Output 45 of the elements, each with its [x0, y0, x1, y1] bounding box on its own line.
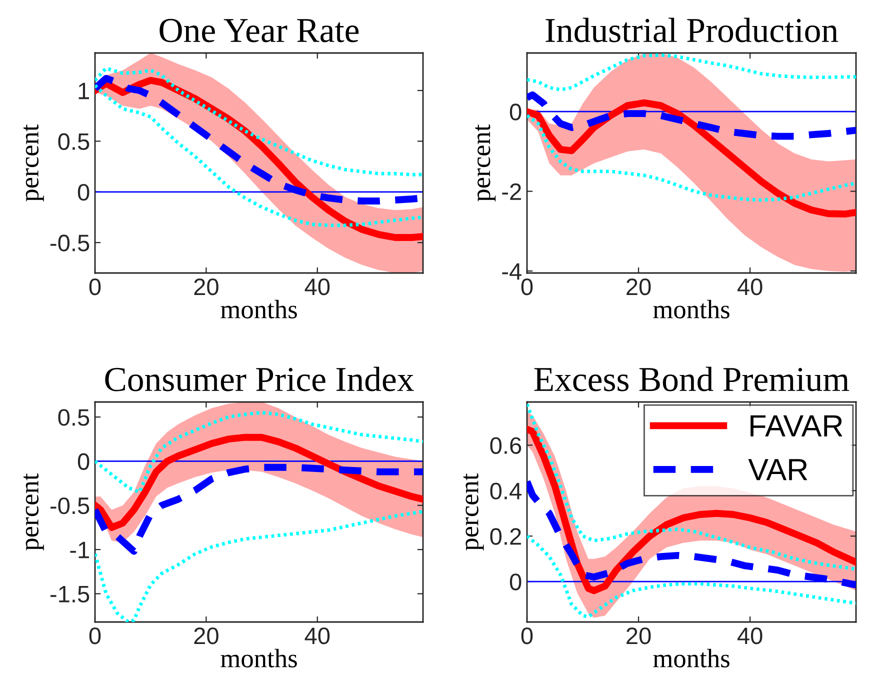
- y-tick-label: 0.4: [490, 482, 522, 500]
- x-tick-label: 0: [521, 278, 533, 296]
- y-tick-label: 0.5: [58, 409, 90, 426]
- x-tick-label: 20: [626, 278, 651, 296]
- chart-title: Industrial Production: [546, 18, 838, 42]
- y-tick-label: 0.2: [490, 528, 521, 545]
- x-tick-label: 20: [194, 278, 218, 296]
- chart-title: Excess Bond Premium: [534, 366, 850, 392]
- chart-title: Consumer Price Index: [105, 366, 414, 392]
- y-tick-label: -1: [70, 542, 89, 558]
- y-tick-label: 0.6: [490, 437, 522, 454]
- legend-label: VAR: [748, 459, 808, 480]
- x-axis-title: months: [653, 300, 730, 318]
- x-tick-label: 20: [626, 627, 651, 644]
- y-tick-label: 0: [78, 453, 90, 470]
- x-axis-title: months: [653, 648, 730, 668]
- x-tick-label: 0: [521, 627, 533, 644]
- line-series: [527, 534, 856, 619]
- y-tick-label: -2: [502, 183, 521, 200]
- y-tick-label: -1.5: [50, 586, 90, 603]
- line-series: [95, 410, 423, 494]
- y-tick-label: 0: [510, 574, 522, 590]
- y-tick-label: 1: [78, 82, 89, 100]
- x-tick-label: 20: [194, 627, 218, 644]
- x-axis-title: months: [220, 300, 297, 318]
- y-tick-label: -0.5: [50, 234, 90, 252]
- y-tick-label: -4: [502, 263, 522, 280]
- x-tick-label: 0: [89, 627, 101, 644]
- text: FAVAR: [750, 415, 842, 436]
- x-tick-label: 40: [304, 278, 330, 296]
- chart-title: One Year Rate: [160, 18, 359, 42]
- y-tick-label: 0: [510, 104, 522, 120]
- x-tick-label: 40: [737, 627, 762, 644]
- x-tick-label: 40: [737, 278, 762, 296]
- y-axis-title: percent: [475, 124, 496, 202]
- y-axis-title: percent: [23, 124, 44, 202]
- x-tick-label: 0: [89, 278, 101, 296]
- y-tick-label: 0: [78, 184, 90, 201]
- y-axis-title: percent: [23, 473, 44, 550]
- x-tick-label: 40: [304, 627, 330, 644]
- line-series: [527, 114, 856, 202]
- y-axis-title: percent: [463, 473, 484, 550]
- y-tick-label: 0.5: [58, 133, 90, 150]
- y-tick-label: -0.5: [50, 497, 90, 514]
- x-axis-title: months: [220, 648, 297, 668]
